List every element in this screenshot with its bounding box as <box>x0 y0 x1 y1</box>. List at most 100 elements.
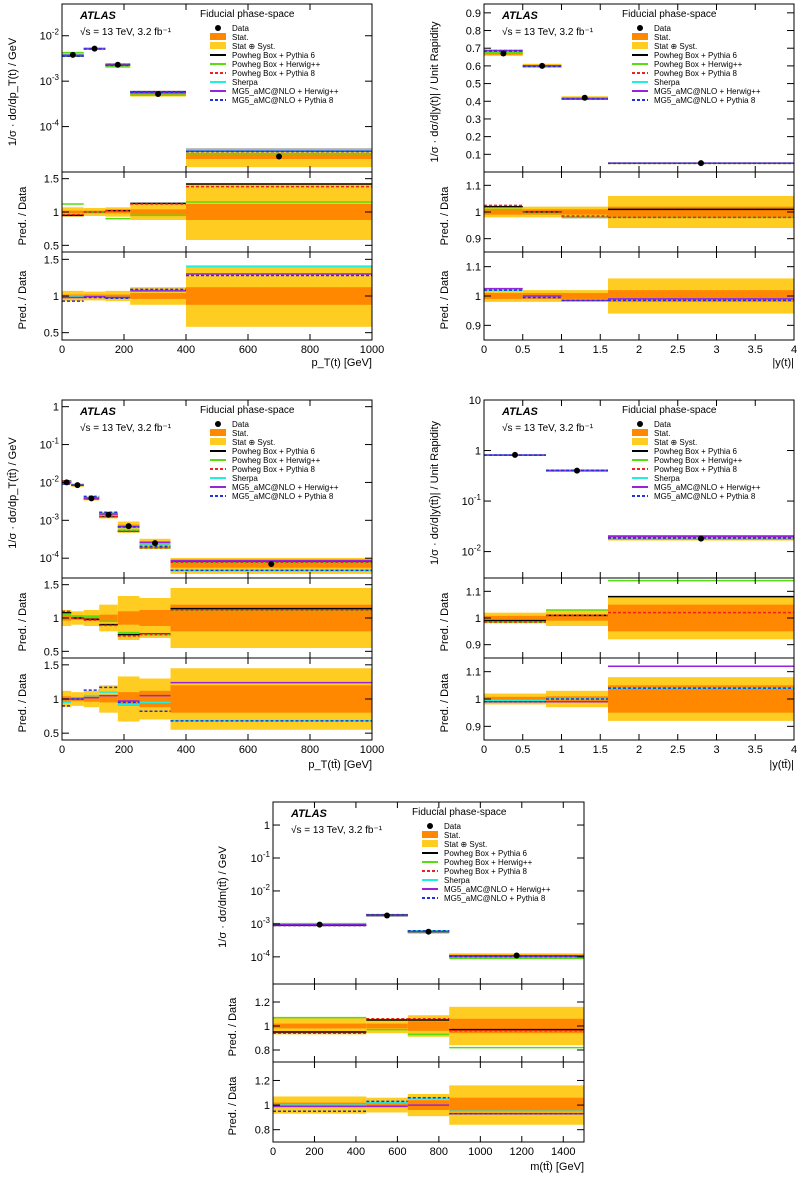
stat-band <box>484 293 523 299</box>
legend-syst-label: Stat ⊕ Syst. <box>232 42 275 51</box>
y-tick-label: 1.5 <box>44 580 59 592</box>
data-point <box>384 912 391 919</box>
y-tick-label: 1.2 <box>255 997 270 1009</box>
x-tick-label: 1200 <box>510 1146 534 1158</box>
legend-item-label: MG5_aMC@NLO + Herwig++ <box>232 87 339 96</box>
x-tick-label: 1000 <box>468 1146 492 1158</box>
ratio-y-title: Pred. / Data <box>439 673 451 733</box>
atlas-label: ATLAS <box>290 808 328 820</box>
stat-band <box>186 204 372 220</box>
stat-band <box>62 210 84 214</box>
legend-item-label: Powheg Box + Pythia 6 <box>654 447 737 456</box>
legend-item-label: Powheg Box + Pythia 6 <box>654 51 737 60</box>
energy-label: √s = 13 TeV, 3.2 fb⁻¹ <box>80 26 172 38</box>
y-tick-label: 10-1 <box>251 850 271 865</box>
energy-label: √s = 13 TeV, 3.2 fb⁻¹ <box>502 422 594 434</box>
x-tick-label: 1.5 <box>593 744 608 756</box>
y-tick-label: 0.9 <box>466 721 481 733</box>
y-tick-label: 0.2 <box>466 132 481 144</box>
data-point <box>539 62 546 69</box>
legend-item-label: Powheg Box + Herwig++ <box>654 60 743 69</box>
data-point <box>276 153 282 160</box>
x-tick-label: 2 <box>636 744 642 756</box>
ratio1-panel: 0.8 1 1.2 Pred. / Data <box>227 983 585 1063</box>
y-tick-label: 1.1 <box>466 262 481 274</box>
x-tick-label: 4 <box>791 744 797 756</box>
legend-stat-swatch <box>632 429 648 436</box>
x-tick-label: 3.5 <box>748 744 763 756</box>
ratio-frame <box>272 1061 585 1143</box>
y-tick-label: 0.6 <box>466 61 481 73</box>
chart-pt_tt: 1 10-1 10-2 10-3 10-4 ATLAS √s = 13 TeV, 3.2 f… <box>7 399 384 771</box>
data-point <box>105 511 112 518</box>
y-tick-label: 1.5 <box>44 254 59 266</box>
y-tick-label: 1.1 <box>466 667 481 679</box>
y-tick-label: 10-3 <box>251 916 271 931</box>
y-tick-label: 10-2 <box>251 883 271 898</box>
stat-band <box>83 615 100 621</box>
legend-item-label: Powheg Box + Pythia 8 <box>444 867 527 876</box>
main-panel: 1 10-1 10-2 10-3 10-4 ATLAS √s = 13 TeV, 3.2 f… <box>7 399 373 579</box>
x-tick-label: 1400 <box>551 1146 575 1158</box>
data-point <box>425 928 432 935</box>
data-point <box>268 561 275 568</box>
y-tick-label: 1 <box>475 446 481 458</box>
stat-band <box>407 1021 450 1031</box>
y-tick-label: 0.8 <box>255 1125 270 1137</box>
legend-item-label: Sherpa <box>232 474 258 483</box>
x-tick-label: 800 <box>430 1146 448 1158</box>
ratio-y-title: Pred. / Data <box>439 592 451 652</box>
ratio2-panel: 0.5 1 1.5 Pred. / Data 0 200 400 600 800 1000 <box>17 251 384 356</box>
legend-item-label: MG5_aMC@NLO + Pythia 8 <box>232 492 334 501</box>
data-point <box>125 523 132 530</box>
energy-label: √s = 13 TeV, 3.2 fb⁻¹ <box>502 26 594 38</box>
stat-band <box>99 614 118 622</box>
x-axis-title: p_T(tt̄) [GeV] <box>308 759 372 771</box>
ratio1-panel: 0.9 1 1.1 Pred. / Data <box>439 577 795 659</box>
legend-syst-swatch <box>632 438 648 445</box>
ratio-y-title: Pred. / Data <box>439 186 451 246</box>
stat-band <box>105 210 131 214</box>
y-tick-label: 1 <box>53 207 59 219</box>
atlas-label: ATLAS <box>501 10 539 22</box>
x-tick-label: 0.5 <box>515 744 530 756</box>
legend-item-label: MG5_aMC@NLO + Herwig++ <box>654 483 761 492</box>
y-tick-label: 0.5 <box>44 328 59 340</box>
legend-syst-label: Stat ⊕ Syst. <box>654 438 697 447</box>
ratio-y-title: Pred. / Data <box>17 592 29 652</box>
chart-pt_t: 10-2 10-3 10-4 ATLAS √s = 13 TeV, 3.2 fb⁻¹ Fi… <box>7 3 384 369</box>
atlas-label: ATLAS <box>501 406 539 418</box>
legend-item-label: MG5_aMC@NLO + Pythia 8 <box>654 492 756 501</box>
y-tick-label: 1 <box>53 291 59 303</box>
legend-item-label: MG5_aMC@NLO + Pythia 8 <box>232 96 334 105</box>
y-tick-label: 1.5 <box>44 660 59 672</box>
y-tick-label: 0.5 <box>44 728 59 740</box>
y-tick-label: 10-3 <box>40 73 60 88</box>
stat-band <box>561 209 608 215</box>
stat-band <box>449 1097 584 1113</box>
chart-m_tt: 1 10-1 10-2 10-3 10-4 ATLAS √s = 13 TeV, 3.2 f… <box>217 801 585 1173</box>
y-tick-label: 1 <box>53 613 59 625</box>
legend-data-marker <box>215 421 221 427</box>
main-panel: 10 1 10-1 10-2 ATLAS √s = 13 TeV, 3.2 fb⁻¹ Fid… <box>429 395 795 579</box>
x-tick-label: 400 <box>347 1146 365 1158</box>
phase-space-label: Fiducial phase-space <box>412 807 507 818</box>
legend-item-label: Powheg Box + Pythia 8 <box>232 69 315 78</box>
legend-syst-swatch <box>210 438 226 445</box>
phase-space-label: Fiducial phase-space <box>622 405 717 416</box>
y-tick-label: 0.1 <box>466 149 481 161</box>
data-point <box>698 535 704 542</box>
energy-label: √s = 13 TeV, 3.2 fb⁻¹ <box>80 422 172 434</box>
legend-stat-swatch <box>632 33 648 40</box>
x-tick-label: 200 <box>305 1146 323 1158</box>
x-tick-label: 600 <box>239 744 257 756</box>
phase-space-label: Fiducial phase-space <box>622 9 717 20</box>
stat-band <box>170 685 372 713</box>
stat-band <box>130 209 186 215</box>
stat-band <box>186 287 372 305</box>
y-tick-label: 0.8 <box>466 26 481 38</box>
x-tick-label: 3.5 <box>748 344 763 356</box>
